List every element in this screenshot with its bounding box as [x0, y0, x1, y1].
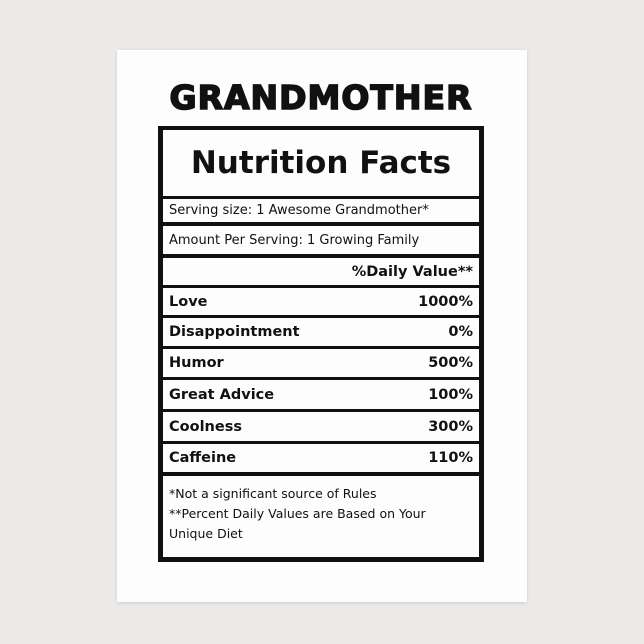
nutrient-value: 500%: [428, 355, 473, 371]
serving-size-text: Serving size: 1 Awesome Grandmother*: [169, 203, 429, 218]
daily-value-header: %Daily Value**: [163, 258, 479, 285]
nutrient-name: Great Advice: [169, 386, 275, 403]
card-title: GRANDMOTHER: [169, 77, 473, 118]
nutrient-name: Humor: [169, 355, 224, 371]
footnote: *Not a significant source of Rules: [169, 486, 377, 501]
nutrient-row: Humor 500%: [163, 349, 479, 377]
nutrient-row: Coolness 300%: [163, 412, 479, 441]
amount-per-serving: Amount Per Serving: 1 Growing Family: [163, 226, 479, 254]
nutrient-name: Love: [169, 293, 208, 310]
nutrient-name: Caffeine: [169, 450, 237, 466]
nutrient-value: 300%: [428, 418, 473, 435]
nutrient-value: 110%: [428, 450, 473, 466]
nutrient-value: 100%: [428, 386, 473, 403]
daily-value-header-text: %Daily Value**: [351, 263, 473, 280]
nutrient-row: Disappointment 0%: [163, 318, 479, 346]
serving-size: Serving size: 1 Awesome Grandmother*: [163, 199, 479, 222]
nutrient-row: Great Advice 100%: [163, 380, 479, 409]
nutrient-value: 1000%: [418, 293, 473, 310]
nutrient-row: Caffeine 110%: [163, 444, 479, 472]
amount-per-serving-text: Amount Per Serving: 1 Growing Family: [169, 232, 420, 248]
nutrient-row: Love 1000%: [163, 288, 479, 315]
nutrient-name: Disappointment: [169, 324, 300, 340]
footnote: **Percent Daily Values are Based on Your: [169, 506, 426, 521]
footnotes: *Not a significant source of Rules **Per…: [163, 476, 479, 557]
footnote: Unique Diet: [169, 526, 243, 541]
nutrient-value: 0%: [448, 324, 473, 340]
nutrient-name: Coolness: [169, 418, 242, 435]
label-heading: Nutrition Facts: [163, 130, 479, 196]
nutrition-label: Nutrition Facts Serving size: 1 Awesome …: [158, 126, 484, 562]
